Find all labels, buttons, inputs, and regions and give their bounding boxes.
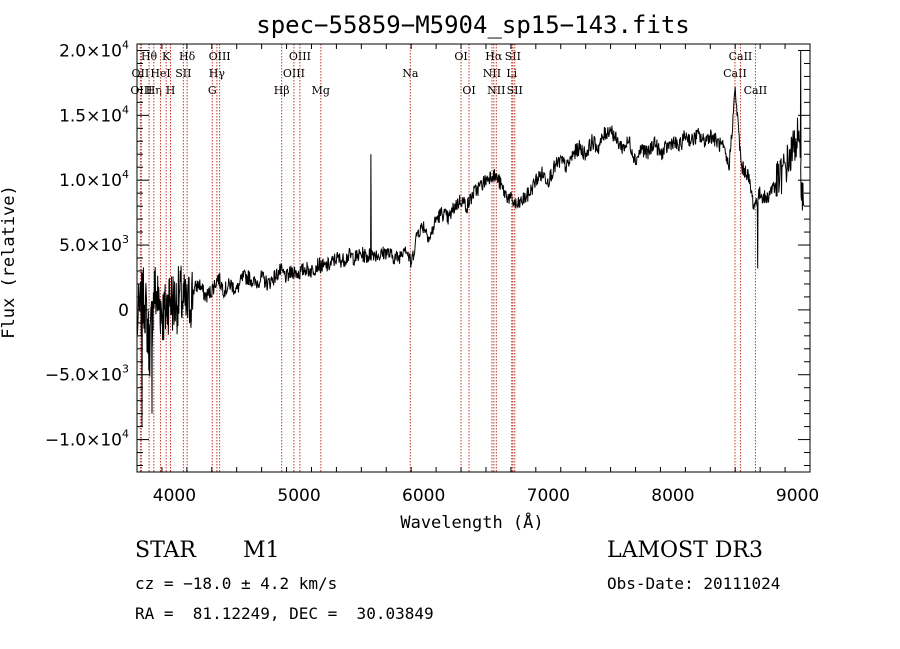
obs-date-readout: Obs-Date: 20111024 [607,574,781,593]
coordinates-readout: RA = 81.12249, DEC = 30.03849 [135,604,434,623]
y-tick-label: 2.0×104 [59,38,129,61]
spectrum-line [136,50,805,427]
line-marker-label: OI [462,84,475,97]
line-marker-label: CaII [744,84,768,97]
line-marker-label: OII [132,67,150,80]
y-tick-exponent: 3 [122,363,129,376]
y-tick-mantissa: 5.0×10 [59,236,122,256]
line-marker-label: Hθ [141,50,158,63]
x-ticks: 4000 5000 6000 7000 8000 9000 [136,44,819,506]
plot-frame [136,43,811,473]
line-marker-label: OIII [283,67,305,80]
line-marker-label: Li [506,67,517,80]
y-tick-mantissa: 1.5×10 [59,106,122,126]
chart-title: spec−55859−M5904_sp15−143.fits [256,11,689,39]
line-marker-label: OIII [130,84,152,97]
y-tick-mantissa: −5.0×10 [45,366,122,386]
y-tick-exponent: 4 [122,103,129,116]
redshift-readout: cz = −18.0 ± 4.2 km/s [135,574,338,593]
y-tick-exponent: 4 [122,428,129,441]
line-marker-label: OI [454,50,467,63]
line-marker-label: SII [175,67,191,80]
y-tick-label: 5.0×103 [59,233,129,256]
line-marker-label: SII [507,84,523,97]
y-ticks: 2.0×1041.5×1041.0×1045.0×1030−5.0×103−1.… [45,38,810,467]
y-tick-exponent: 4 [122,38,129,51]
line-marker-label: NII [487,84,505,97]
y-tick-exponent: 3 [122,233,129,246]
y-tick-label: 1.0×104 [59,168,129,191]
line-marker-label: Hδ [179,50,196,63]
line-marker-label: Na [402,67,419,80]
line-marker-label: Hα [485,50,503,63]
y-tick-exponent: 4 [122,168,129,181]
y-tick-label: −5.0×103 [45,363,129,386]
line-marker-label: Hγ [209,67,226,80]
line-marker-label: Hβ [274,84,290,97]
survey-label: LAMOST DR3 [607,538,763,563]
y-tick-label: −1.0×104 [45,428,129,451]
line-marker-label: G [208,84,217,97]
line-marker-label: Hη [146,84,162,97]
x-tick-label: 6000 [402,486,445,506]
x-axis-label: Wavelength (Å) [400,511,543,533]
object-class: STAR [135,538,196,563]
line-marker-label: K [162,50,171,63]
x-tick-label: 5000 [277,486,320,506]
y-tick-label: 0 [118,301,129,321]
y-tick-mantissa: 2.0×10 [59,41,122,61]
y-tick-label: 1.5×104 [59,103,129,126]
y-axis-label: Flux (relative) [0,185,19,339]
object-subclass: M1 [243,538,280,563]
x-tick-label: 4000 [153,486,196,506]
line-marker-label: CaII [723,67,747,80]
plot-border [136,43,811,473]
spectrum-series [136,50,805,427]
line-marker-label: CaII [729,50,753,63]
line-marker-label: H [166,84,176,97]
x-tick-label: 9000 [776,486,819,506]
x-tick-label: 8000 [651,486,694,506]
line-marker-label: SII [505,50,521,63]
line-markers: HθOIIOIIIHηHeIKHSIIHδGHγOIIIHβOIIIOIIIMg… [130,44,767,472]
line-marker-label: OIII [209,50,231,63]
y-tick-mantissa: 1.0×10 [59,171,122,191]
line-marker-label: Mg [312,84,330,97]
x-tick-label: 7000 [527,486,570,506]
line-marker-label: NII [483,67,501,80]
line-marker-label: HeI [150,67,170,80]
line-marker-label: OIII [289,50,311,63]
y-tick-mantissa: 0 [118,301,129,321]
y-tick-mantissa: −1.0×10 [45,431,122,451]
